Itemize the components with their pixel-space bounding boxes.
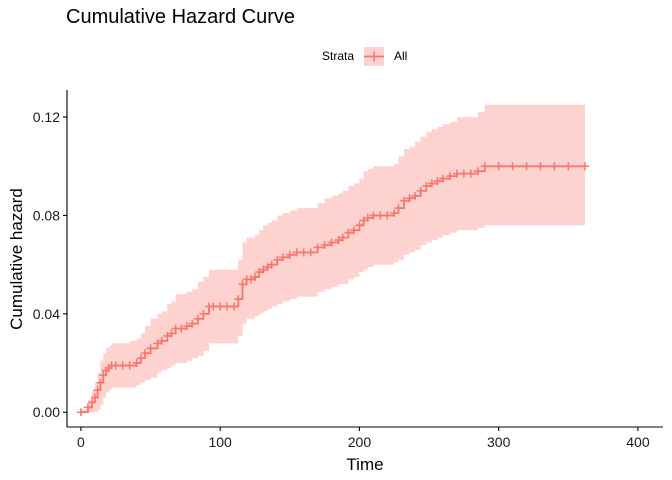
censor-mark [422, 181, 431, 190]
censor-mark [99, 371, 108, 380]
y-tick-label: 0.04 [33, 306, 60, 322]
censor-mark [390, 208, 399, 217]
censor-mark [459, 169, 468, 178]
censor-mark [146, 344, 155, 353]
censor-mark [445, 172, 454, 181]
axes: 0 100 200 300 400 0.00 0.04 0.08 0.12 [33, 90, 663, 450]
censor-mark [581, 162, 590, 171]
censor-mark [273, 255, 282, 264]
censor-mark [167, 329, 176, 338]
y-tick-label: 0.00 [33, 404, 60, 420]
censor-mark [327, 238, 336, 247]
censor-mark [199, 309, 208, 318]
censor-mark [157, 336, 166, 345]
censor-mark [76, 408, 85, 417]
x-axis-title: Time [346, 455, 383, 474]
censor-mark [163, 331, 172, 340]
censor-mark [473, 167, 482, 176]
censor-mark [263, 263, 272, 272]
censor-mark [299, 248, 308, 257]
censor-mark [363, 213, 372, 222]
x-tick-label: 0 [77, 434, 85, 450]
censor-mark [177, 324, 186, 333]
censor-mark [480, 162, 489, 171]
censor-mark [405, 194, 414, 203]
censor-mark [355, 221, 364, 230]
x-tick-label: 300 [487, 434, 511, 450]
censor-mark [278, 253, 287, 262]
censor-mark [83, 403, 92, 412]
censor-mark [96, 378, 105, 387]
censor-mark [292, 248, 301, 257]
censor-mark [508, 162, 517, 171]
censor-mark [349, 226, 358, 235]
censor-mark [238, 280, 247, 289]
censor-mark [452, 169, 461, 178]
censor-mark [90, 393, 99, 402]
censor-mark [132, 359, 141, 368]
censor-mark [255, 268, 264, 277]
censor-mark [118, 361, 127, 370]
censor-mark [230, 302, 239, 311]
x-tick-label: 400 [626, 434, 650, 450]
censor-mark [550, 162, 559, 171]
legend: Strata All [322, 47, 407, 66]
censor-mark [411, 191, 420, 200]
censor-mark [153, 339, 162, 348]
censor-mark [369, 211, 378, 220]
censor-mark [306, 248, 315, 257]
censor-mark [427, 179, 436, 188]
censor-mark [376, 211, 385, 220]
censor-mark [136, 354, 145, 363]
chart-title: Cumulative Hazard Curve [66, 6, 295, 28]
y-axis-title: Cumulative hazard [7, 188, 26, 330]
censor-mark [246, 275, 255, 284]
censor-mark [466, 169, 475, 178]
censor-mark [285, 250, 294, 259]
censor-mark [320, 240, 329, 249]
censor-mark [188, 319, 197, 328]
censor-mark [88, 398, 97, 407]
censor-mark [536, 162, 545, 171]
x-axis-ticks: 0 100 200 300 400 [77, 427, 650, 450]
censor-mark [313, 243, 322, 252]
y-tick-label: 0.12 [33, 109, 60, 125]
censor-mark [267, 260, 276, 269]
censor-mark [140, 349, 149, 358]
censor-marks [76, 162, 590, 417]
censor-mark [383, 211, 392, 220]
censor-mark [93, 386, 102, 395]
censor-mark [416, 186, 425, 195]
censor-mark [259, 265, 268, 274]
censor-mark [564, 162, 573, 171]
censor-mark [334, 236, 343, 245]
censor-mark [125, 361, 134, 370]
censor-mark [359, 216, 368, 225]
censor-mark [433, 177, 442, 186]
censor-mark [182, 322, 191, 331]
censor-mark [438, 174, 447, 183]
censor-mark [234, 295, 243, 304]
censor-mark [338, 233, 347, 242]
confidence-band [80, 104, 586, 413]
y-axis-ticks: 0.00 0.04 0.08 0.12 [33, 109, 67, 420]
censor-mark [216, 302, 225, 311]
censor-mark [193, 314, 202, 323]
censor-mark [494, 162, 503, 171]
censor-mark [399, 196, 408, 205]
censor-mark [209, 302, 218, 311]
censor-mark [344, 228, 353, 237]
legend-entry-all: All [394, 49, 407, 63]
plot-area [76, 104, 590, 417]
censor-mark [250, 272, 259, 281]
legend-title: Strata [322, 49, 354, 63]
x-tick-label: 200 [348, 434, 372, 450]
censor-mark [522, 162, 531, 171]
censor-mark [394, 204, 403, 213]
y-tick-label: 0.08 [33, 207, 60, 223]
censor-mark [111, 361, 120, 370]
censor-mark [223, 302, 232, 311]
x-tick-label: 100 [208, 434, 232, 450]
